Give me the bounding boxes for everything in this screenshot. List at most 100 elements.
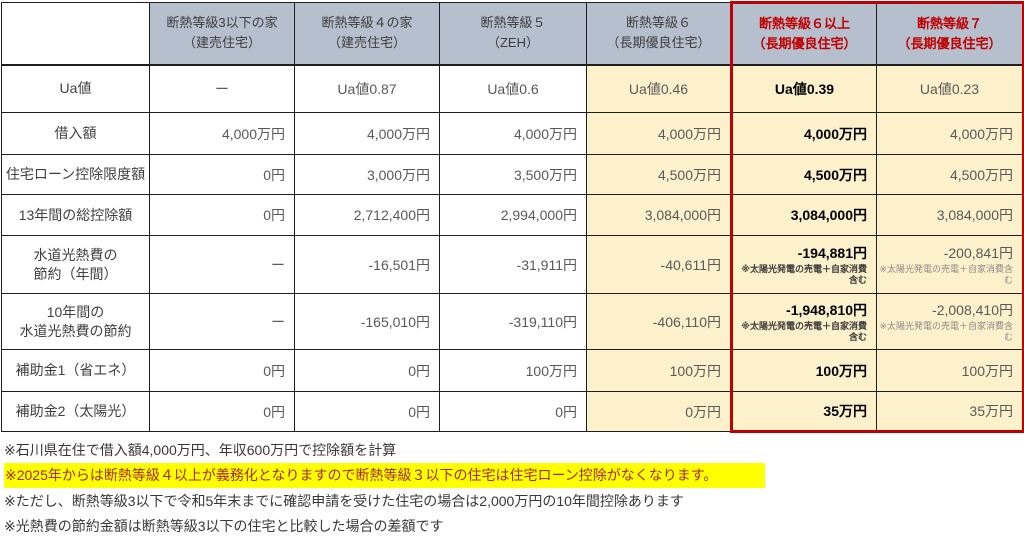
cell-value: 0円 [263,403,285,420]
cell-value: 2,712,400円 [353,207,430,223]
cell-value: 35万円 [969,403,1013,419]
table-row: 13年間の総控除額 0円 2,712,400円 2,994,000円 3,084,000… [1,194,1024,236]
cell-value: 4,500万円 [949,166,1013,183]
table-cell: 35万円 [876,391,1024,433]
table-cell: 100万円 [876,349,1024,392]
cell-value: 0円 [263,166,285,183]
cell-note: ※太陽光発電の売電＋自家消費含む [741,264,867,285]
table-cell: 100万円 [586,349,732,392]
table-row: 10年間の 水道光熱費の節約 ー -165,010円 -319,110円 -406,11… [1,293,1024,350]
cell-value: -1,948,810円 [786,302,867,318]
table-cell: 100万円 [730,349,877,392]
table-cell: 4,500万円 [586,154,732,195]
col-header-grade5-zeh: 断熱等級５ （ZEH） [439,2,587,66]
row-label: 住宅ローン控除限度額 [1,154,150,195]
table-cell: Ua値0.23 [876,64,1024,113]
cell-value: 0円 [263,207,285,223]
table-cell: 3,000万円 [294,154,440,195]
table-header: 断熱等級3以下の家 （建売住宅） 断熱等級４の家 （建売住宅） 断熱等級５ （Z… [1,1,1024,66]
cell-value: ー [271,256,285,273]
table-body: Ua値ー Ua値0.87 Ua値0.6 Ua値0.46 Ua値0.39 Ua値0.23 借入… [1,64,1024,433]
table-row: 補助金1（省エネ） 0円 0円 100万円 100万円 100万円 100万円 [1,349,1024,392]
cell-value: Ua値0.87 [337,80,397,97]
table-row: Ua値 ー Ua値0.87 Ua値0.6 Ua値0.46 Ua値0.39 Ua値0.23 [1,64,1024,113]
col-header-title: 断熱等級６以上 [758,15,850,31]
table-cell: ー [149,293,295,350]
table-cell: ー [149,235,295,294]
col-header-subtitle: （ZEH） [486,35,539,51]
table-cell: Ua値0.46 [586,64,732,113]
cell-value: 4,000万円 [949,125,1013,142]
table-cell: 0円 [294,391,440,432]
cell-value: Ua値0.23 [919,80,980,97]
table-cell: -2,008,410円 ※太陽光発電の売電＋自家消費含む [876,293,1024,350]
row-label: 13年間の総控除額 [1,194,150,236]
cell-value: -406,110円 [652,313,721,330]
cell-value: 0円 [408,362,430,379]
cell-value: -40,611円 [660,256,721,273]
col-header-title: 断熱等級５ [480,15,546,31]
table-cell: 2,712,400円 [294,194,440,236]
cell-value: -194,881円 [797,245,867,261]
row-label: 補助金2（太陽光） [1,391,150,432]
table-cell: 100万円 [439,349,587,392]
table-cell: 0円 [294,349,440,392]
table-row: 借入額 4,000万円 4,000万円 4,000万円 4,000万円 4,000万円 4,… [1,112,1024,155]
table-cell: 0円 [439,391,587,432]
col-header-title: 断熱等級６ [625,15,691,31]
cell-value: 4,000万円 [366,125,430,142]
col-header-grade3-under: 断熱等級3以下の家 （建売住宅） [149,2,295,66]
table-cell: Ua値0.87 [294,64,440,113]
cell-value: -31,911円 [516,256,577,273]
table-cell: 0万円 [586,391,732,432]
table-cell: 4,000万円 [294,112,440,155]
cell-value: 3,084,000円 [790,207,867,223]
col-header-title: 断熱等級７ [916,15,982,31]
cell-value: Ua値0.6 [487,80,539,97]
footnote-savings-comparison: ※光熱費の節約金額は断熱等級3以下の住宅と比較した場合の差額です [4,518,444,534]
cell-value: ー [215,80,229,97]
row-label: 借入額 [1,112,150,155]
table-cell: -165,010円 [294,293,440,350]
cell-value: Ua値0.39 [774,80,835,97]
cell-value: 0万円 [685,403,721,420]
cell-value: 0円 [263,362,285,379]
insulation-grade-comparison-table: 断熱等級3以下の家 （建売住宅） 断熱等級４の家 （建売住宅） 断熱等級５ （Z… [1,1,1024,433]
table-cell: -1,948,810円 ※太陽光発電の売電＋自家消費含む [730,293,877,350]
table-cell: 3,084,000円 [876,194,1024,236]
table-row: 補助金2（太陽光） 0円 0円 0円 0万円 35万円 35万円 [1,391,1024,433]
cell-value: 0円 [408,403,430,420]
row-label: 水道光熱費の 節約（年間） [1,235,150,294]
cell-value: 2,994,000円 [500,207,577,223]
table-row: 住宅ローン控除限度額 0円 3,000万円 3,500万円 4,500万円 4,500万円… [1,154,1024,195]
table-cell: 0円 [149,154,295,195]
col-header-title: 断熱等級４の家 [321,15,413,31]
table-row: 水道光熱費の 節約（年間） ー -16,501円 -31,911円 -40,611円 -1… [1,235,1024,294]
table-cell: -319,110円 [439,293,587,350]
col-header-grade6: 断熱等級６ （長期優良住宅） [586,2,732,66]
cell-value: 4,500万円 [657,166,721,183]
col-header-grade7: 断熱等級７ （長期優良住宅） [876,1,1024,66]
cell-value: 35万円 [823,403,867,419]
col-header-subtitle: （長期優良住宅） [606,35,711,51]
col-header-subtitle: （建売住宅） [182,35,261,51]
table-cell: 0円 [149,194,295,236]
cell-value: -16,501円 [368,256,430,273]
cell-value: 100万円 [525,362,577,379]
table-cell: 4,000万円 [876,112,1024,155]
cell-value: 4,000万円 [221,125,285,142]
cell-value: -319,110円 [508,313,577,330]
cell-value: 4,000万円 [513,125,577,142]
cell-value: -165,010円 [360,313,430,330]
cell-value: 4,000万円 [803,125,867,142]
table-cell: 0円 [149,391,295,432]
table-cell: 0円 [149,349,295,392]
table-cell: 4,000万円 [586,112,732,155]
row-label: Ua値 [1,64,150,113]
cell-value: 100万円 [961,362,1013,379]
cell-value: -2,008,410円 [932,302,1013,318]
table-cell: -194,881円 ※太陽光発電の売電＋自家消費含む [730,235,877,294]
table-cell: 35万円 [730,391,877,433]
footnote-2025-mandate-highlighted: ※2025年からは断熱等級４以上が義務化となりますので断熱等級３以下の住宅は住宅… [4,463,1024,488]
